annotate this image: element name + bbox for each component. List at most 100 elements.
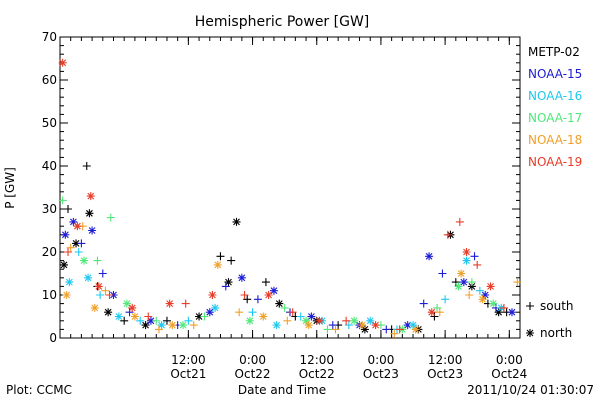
data-point bbox=[88, 226, 97, 235]
data-point bbox=[205, 308, 214, 317]
data-point bbox=[101, 286, 110, 295]
y-axis: 0 10 20 30 40 50 60 70 bbox=[42, 30, 520, 345]
x-tick-label-date: Oct21 bbox=[170, 367, 206, 381]
data-point bbox=[86, 192, 95, 201]
data-point bbox=[227, 256, 236, 265]
x-tick-label-time: 0:00 bbox=[367, 353, 394, 367]
legend-entry: NOAA-18 bbox=[528, 133, 582, 147]
data-point bbox=[80, 256, 89, 265]
x-tick-label-date: Oct24 bbox=[491, 367, 527, 381]
data-point bbox=[90, 303, 99, 312]
data-point bbox=[395, 325, 404, 334]
data-point bbox=[507, 308, 516, 317]
data-point bbox=[82, 162, 91, 170]
data-point bbox=[93, 256, 102, 265]
data-point bbox=[179, 321, 188, 330]
data-point bbox=[213, 260, 222, 269]
data-point bbox=[328, 321, 337, 330]
x-tick-label-time: 0:00 bbox=[496, 353, 523, 367]
data-point bbox=[130, 312, 139, 321]
data-point bbox=[240, 291, 249, 299]
data-point bbox=[259, 312, 268, 321]
data-point bbox=[315, 316, 324, 325]
data-point bbox=[494, 308, 503, 317]
x-tick-label-date: Oct22 bbox=[235, 367, 271, 381]
data-point bbox=[457, 269, 466, 278]
y-tick-label: 10 bbox=[42, 288, 57, 302]
data-point bbox=[73, 222, 82, 231]
data-point bbox=[462, 256, 471, 265]
footer-timestamp: 2011/10/24 01:30:07 bbox=[467, 383, 594, 397]
data-point bbox=[65, 278, 74, 287]
chart-title: Hemispheric Power [GW] bbox=[195, 14, 370, 30]
data-points bbox=[58, 58, 522, 338]
data-point bbox=[96, 291, 105, 299]
data-point bbox=[237, 273, 246, 282]
data-point bbox=[350, 316, 359, 325]
data-point bbox=[141, 321, 150, 330]
data-point bbox=[62, 291, 71, 299]
y-tick-label: 30 bbox=[42, 202, 57, 216]
marker-legend-symbol bbox=[526, 302, 534, 310]
legend-entry: NOAA-16 bbox=[528, 89, 582, 103]
data-point bbox=[342, 316, 351, 325]
data-point bbox=[433, 303, 442, 312]
data-point bbox=[248, 308, 257, 317]
x-tick-label-time: 12:00 bbox=[171, 353, 206, 367]
data-point bbox=[120, 316, 129, 325]
data-point bbox=[441, 295, 450, 304]
data-point bbox=[513, 278, 522, 287]
data-point bbox=[409, 321, 418, 330]
x-tick-label-time: 0:00 bbox=[239, 353, 266, 367]
data-point bbox=[296, 312, 305, 321]
data-point bbox=[144, 312, 153, 321]
data-point bbox=[344, 321, 353, 330]
data-point bbox=[64, 205, 73, 213]
marker-legend: south north bbox=[526, 299, 574, 340]
data-point bbox=[128, 303, 137, 312]
y-tick-label: 20 bbox=[42, 245, 57, 259]
data-point bbox=[455, 217, 464, 226]
data-point bbox=[475, 286, 484, 295]
data-point bbox=[104, 308, 113, 317]
data-point bbox=[243, 295, 252, 304]
data-point bbox=[382, 325, 391, 334]
data-point bbox=[208, 291, 217, 299]
data-point bbox=[467, 278, 476, 287]
x-tick-label-date: Oct23 bbox=[427, 367, 463, 381]
data-point bbox=[435, 308, 444, 317]
data-point bbox=[473, 260, 482, 269]
data-point bbox=[184, 316, 193, 325]
data-point bbox=[253, 295, 262, 304]
data-point bbox=[221, 282, 230, 291]
x-tick-label-time: 12:00 bbox=[299, 353, 334, 367]
data-point bbox=[302, 316, 311, 325]
data-point bbox=[425, 252, 434, 261]
x-tick-label-time: 12:00 bbox=[428, 353, 463, 367]
data-point bbox=[106, 213, 115, 222]
data-point bbox=[430, 312, 439, 321]
data-point bbox=[459, 278, 468, 287]
data-point bbox=[60, 260, 69, 269]
series-legend: METP-02 NOAA-15 NOAA-16 NOAA-17 NOAA-18 NOAA-… bbox=[528, 45, 582, 169]
data-point bbox=[125, 308, 134, 317]
legend-entry: METP-02 bbox=[528, 45, 580, 59]
data-point bbox=[162, 316, 171, 325]
data-point bbox=[478, 295, 487, 304]
data-point bbox=[288, 308, 297, 317]
legend-entry: NOAA-15 bbox=[528, 67, 582, 81]
data-point bbox=[454, 282, 463, 291]
data-point bbox=[224, 278, 233, 287]
data-point bbox=[451, 278, 460, 287]
data-point bbox=[371, 321, 380, 330]
footer-plot-credit: Plot: CCMC bbox=[6, 383, 72, 397]
data-point bbox=[269, 286, 278, 295]
y-tick-label: 60 bbox=[42, 73, 57, 87]
marker-legend-symbol bbox=[526, 329, 534, 337]
data-point bbox=[232, 217, 241, 226]
data-point bbox=[304, 321, 313, 330]
x-tick-label-date: Oct23 bbox=[363, 367, 399, 381]
data-point bbox=[58, 58, 67, 67]
data-point bbox=[98, 269, 107, 278]
